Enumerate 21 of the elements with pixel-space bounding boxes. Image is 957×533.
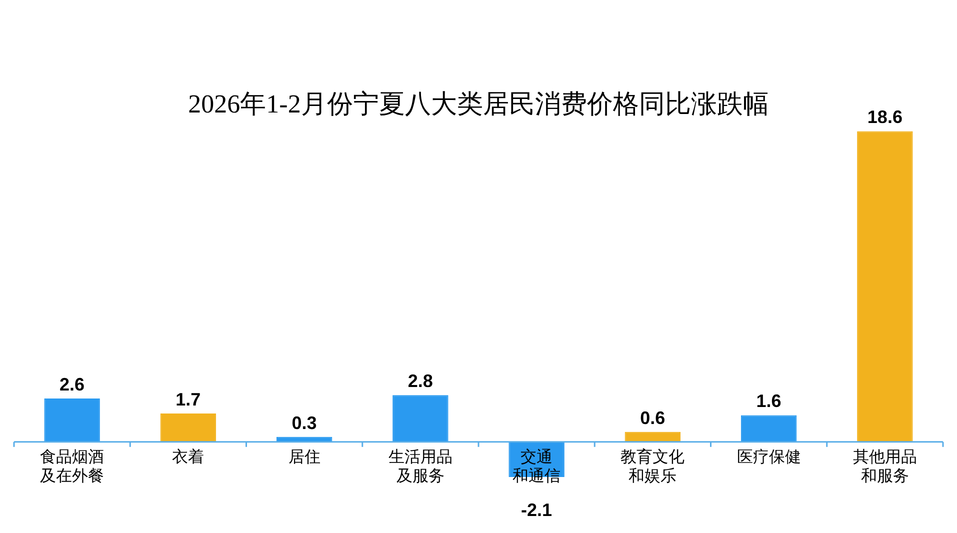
data-label: 2.6 xyxy=(60,374,85,394)
x-tick-label: 其他用品和服务 xyxy=(852,447,917,486)
data-label: -2.1 xyxy=(521,500,552,520)
bar xyxy=(160,414,216,442)
data-label: 1.7 xyxy=(176,389,201,410)
bar xyxy=(740,415,797,442)
bar xyxy=(392,395,448,442)
data-label: 1.6 xyxy=(756,391,782,412)
data-label: 0.3 xyxy=(292,412,317,433)
bar xyxy=(857,131,913,442)
x-tick-label: 衣着 xyxy=(172,447,204,466)
x-tick-label: 医疗保健 xyxy=(736,447,801,466)
chart-title: 2026年1-2月份宁夏八大类居民消费价格同比涨跌幅 xyxy=(188,89,769,118)
x-tick-label: 生活用品及服务 xyxy=(388,447,452,486)
bar xyxy=(44,398,100,442)
data-label: 0.6 xyxy=(640,408,666,428)
x-tick-label: 教育文化和娱乐 xyxy=(620,447,685,486)
data-label: 18.6 xyxy=(867,107,902,128)
data-label: 2.8 xyxy=(408,371,433,392)
x-tick-label: 居住 xyxy=(288,447,320,466)
x-tick-label: 食品烟酒及在外餐 xyxy=(40,447,104,486)
